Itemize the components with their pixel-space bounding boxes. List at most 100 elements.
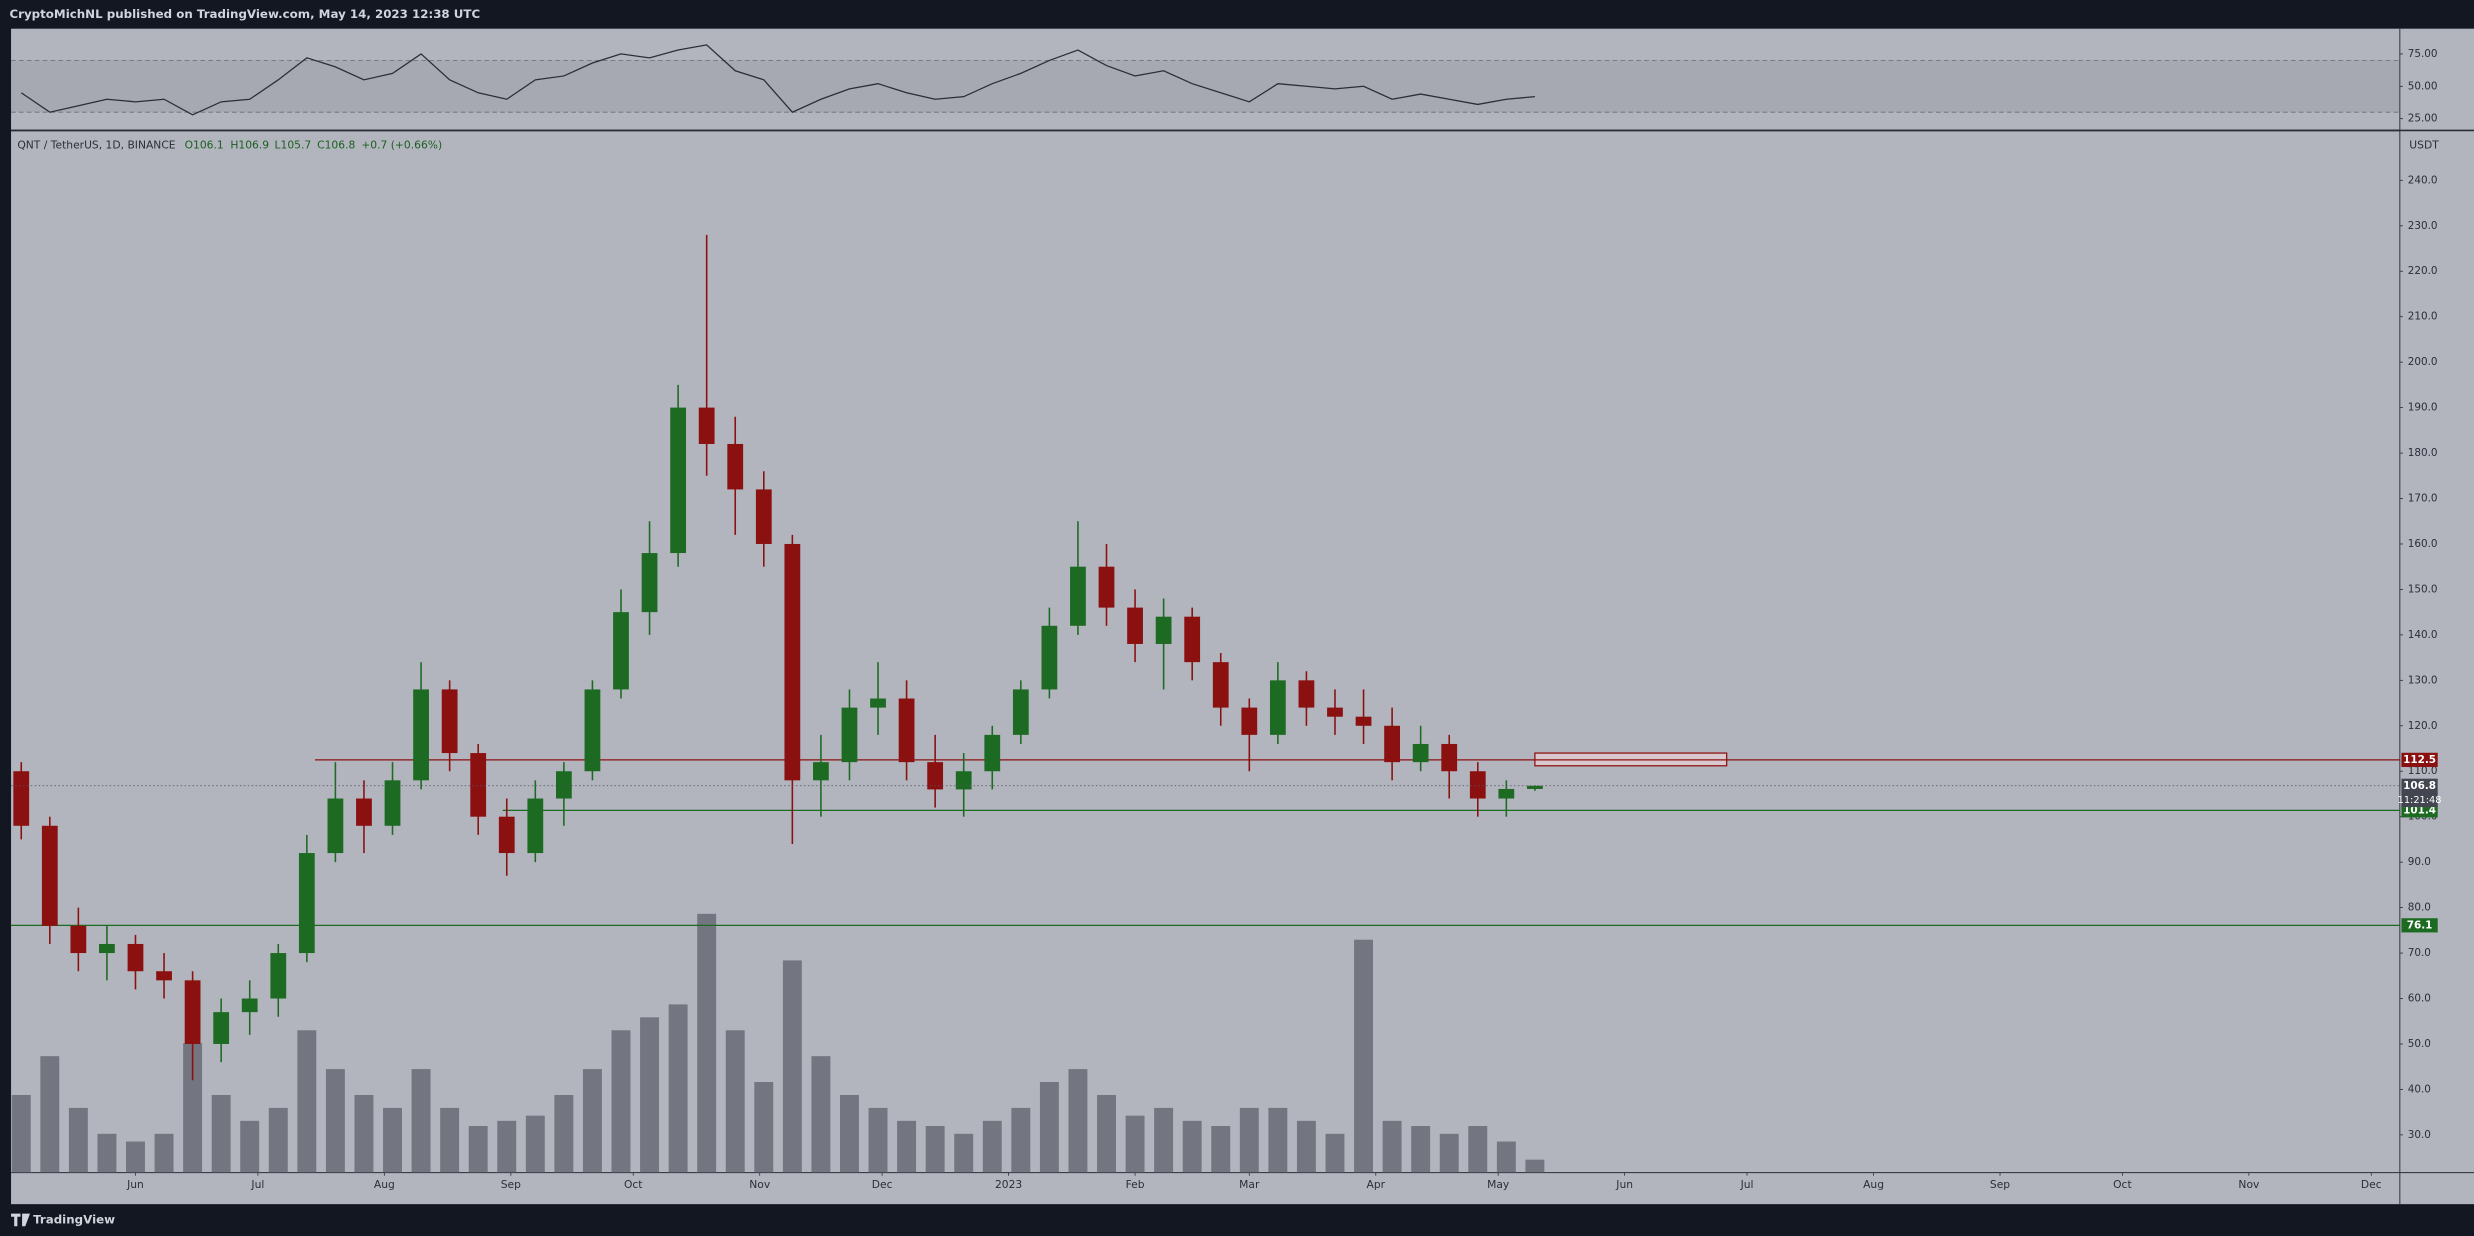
volume-bar [497,1120,517,1173]
candle-body [698,407,715,444]
level-tag [2401,752,2438,767]
x-tick-label: Feb [1126,1178,1145,1191]
candle-body [1155,616,1172,644]
candle-body [1070,566,1086,626]
candle-body [813,762,829,781]
candle-body [1269,680,1286,735]
candle-body [527,798,544,854]
last-price-label: 106.8 [2403,780,2436,792]
y-tick-label: 160.0 [2408,538,2438,550]
candle-body [870,698,886,708]
candle-body [841,707,858,763]
volume-bar [640,1017,660,1173]
volume-bar [954,1133,974,1173]
volume-bar [1211,1126,1231,1173]
rsi-pane [11,28,2400,130]
candle-body [1527,785,1543,789]
x-tick-label: Aug [1863,1178,1884,1191]
y-tick-label: 60.0 [2408,993,2431,1005]
y-tick-label: 90.0 [2408,856,2431,868]
countdown: 11:21:48 [2398,795,2442,806]
volume-bar [1268,1107,1288,1173]
candle-body [784,543,801,781]
price-pane [11,131,2400,1173]
candle-body [755,489,772,544]
volume-bar [68,1107,88,1173]
level-tag-label: 101.4 [2403,804,2436,816]
candle-body [356,798,372,826]
rsi-band [11,60,2400,113]
volume-bar [154,1133,174,1173]
x-tick-label: Oct [624,1178,643,1191]
candle-body [70,925,87,954]
x-tick-label: Jul [1740,1178,1754,1191]
candle-body [1184,616,1201,663]
candle-body [498,816,515,854]
volume-bar [554,1094,574,1173]
x-tick-label: Nov [749,1178,771,1191]
candle-body [1327,707,1343,717]
volume-bar [40,1056,60,1173]
candle-body [1412,743,1429,763]
volume-bar [925,1126,945,1173]
ohlc-low: L105.7 [275,138,312,151]
candle-body [670,407,687,554]
volume-bar [1125,1115,1145,1173]
volume-bar [1011,1107,1031,1173]
candle-body [584,689,601,772]
volume-bar [668,1004,688,1173]
candle-body [470,753,487,817]
candle-body [898,698,915,763]
volume-bar [868,1107,888,1173]
volume-bar [211,1094,231,1173]
volume-bar [1325,1133,1345,1173]
volume-bar [611,1030,631,1173]
candle-body [384,780,401,826]
volume-bar [240,1120,260,1173]
volume-bar [897,1120,917,1173]
volume-bar [411,1069,431,1173]
volume-bar [1382,1120,1402,1173]
x-tick-label: Jun [126,1178,144,1191]
footer-logo [11,1213,30,1227]
y-tick-label: 230.0 [2408,220,2438,232]
y-tick-label: 130.0 [2408,674,2438,686]
candle-body [13,771,30,826]
candle-body [41,825,58,926]
time-axis [11,1172,2474,1205]
volume-bar [1039,1082,1059,1173]
rsi-line [20,44,1535,116]
x-tick-label: Jul [250,1178,264,1191]
volume-bar [1496,1141,1516,1173]
ohlc-high: H106.9 [230,138,269,151]
y-tick-label: 240.0 [2408,174,2438,186]
level-tag-label: 76.1 [2407,919,2433,931]
volume-bar [1097,1094,1116,1173]
level-tag [2401,918,2438,933]
volume-bar [1468,1126,1488,1173]
volume-bar [325,1069,345,1173]
volume-bar [297,1030,317,1173]
candle-body [156,971,172,981]
candle-body [1127,607,1143,644]
candle-body [727,443,744,490]
volume-bar [811,1056,831,1173]
rsi-tick-label: 50.00 [2408,80,2438,92]
symbol: QNT / TetherUS, 1D, BINANCE [17,138,175,151]
footer: TradingView [33,1212,115,1226]
candle-body [127,943,144,972]
candle-body [555,771,572,799]
x-tick-label: Jun [1615,1178,1633,1191]
candle-body [641,553,658,613]
volume-bar [1182,1120,1202,1173]
x-tick-label: Aug [374,1178,395,1191]
x-tick-label: Oct [2113,1178,2132,1191]
candle-body [1498,788,1515,799]
x-tick-label: May [1487,1178,1510,1191]
level-tag-label: 112.5 [2403,754,2436,766]
ohlc-open: O106.1 [185,138,224,151]
volume-bar [1068,1069,1088,1173]
candle-body [298,853,315,954]
x-tick-label: 2023 [995,1178,1022,1191]
